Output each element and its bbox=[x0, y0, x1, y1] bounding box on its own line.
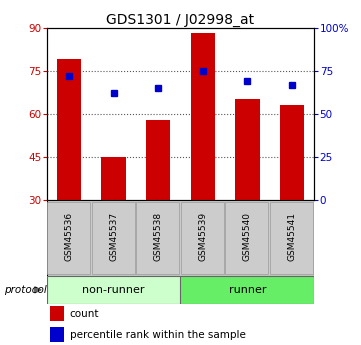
Bar bbox=[146, 120, 170, 200]
Bar bbox=[49, 327, 64, 342]
Text: GSM45540: GSM45540 bbox=[243, 212, 252, 261]
Text: GSM45537: GSM45537 bbox=[109, 212, 118, 261]
Bar bbox=[57, 59, 82, 200]
Bar bbox=[180, 276, 314, 304]
Bar bbox=[226, 201, 268, 275]
Text: GSM45538: GSM45538 bbox=[154, 212, 163, 261]
Text: count: count bbox=[70, 309, 99, 319]
Bar bbox=[191, 33, 215, 200]
Text: GSM45536: GSM45536 bbox=[65, 212, 74, 261]
Bar bbox=[136, 201, 179, 275]
Text: non-runner: non-runner bbox=[82, 285, 145, 295]
Text: percentile rank within the sample: percentile rank within the sample bbox=[70, 330, 245, 339]
Bar bbox=[49, 306, 64, 321]
Bar bbox=[235, 99, 260, 200]
Text: protocol: protocol bbox=[4, 285, 46, 295]
Bar bbox=[279, 105, 304, 200]
Bar bbox=[101, 157, 126, 200]
Bar bbox=[47, 201, 90, 275]
Bar bbox=[92, 201, 135, 275]
Bar bbox=[47, 276, 180, 304]
Text: GSM45539: GSM45539 bbox=[198, 212, 207, 261]
Bar bbox=[181, 201, 224, 275]
Bar bbox=[270, 201, 313, 275]
Text: GSM45541: GSM45541 bbox=[287, 212, 296, 261]
Text: runner: runner bbox=[229, 285, 266, 295]
Title: GDS1301 / J02998_at: GDS1301 / J02998_at bbox=[106, 12, 255, 27]
